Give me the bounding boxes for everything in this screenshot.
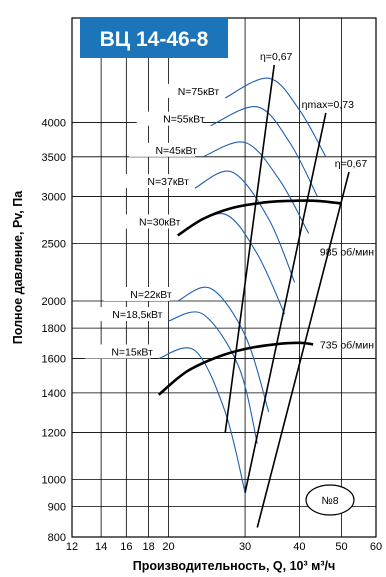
x-tick-label: 12 [66,541,78,553]
title-badge [80,18,228,58]
power-label: N=55кВт [163,114,205,126]
y-tick-label: 1800 [42,323,66,335]
plot-frame [71,17,377,538]
power-curve [202,141,310,234]
x-axis-title: Производительность, Q, 10³ м³/ч [133,559,336,573]
power-label: N=75кВт [178,86,220,98]
y-tick-label: 4000 [42,117,66,129]
x-tick-label: 18 [142,541,154,553]
y-tick-label: 2000 [42,296,66,308]
y-tick-label: 3000 [42,192,66,204]
power-label: N=30кВт [139,216,181,228]
y-tick-label: 3500 [42,152,66,164]
power-curve [158,347,246,493]
speed-label: 985 об/мин [320,247,374,259]
y-tick-label: 1000 [42,475,66,487]
y-tick-label: 1600 [42,353,66,365]
power-label-bg [112,214,179,229]
power-label-bg [151,83,218,98]
power-curve [168,311,258,444]
y-tick-label: 2500 [42,239,66,251]
efficiency-line [224,64,275,433]
y-tick-label: 1400 [42,388,66,400]
speed-label: 735 об/мин [320,339,374,351]
speed-curve [176,199,342,237]
speed-curve [157,341,314,396]
efficiency-label: ηmax=0,73 [302,99,354,111]
power-label-bg [94,307,161,322]
model-badge-label: №8 [321,495,338,507]
power-label: N=45кВт [155,145,197,157]
power-curve [177,286,270,413]
efficiency-label: η=0,67 [335,158,368,170]
x-tick-label: 30 [239,541,251,553]
power-curve [194,170,296,283]
efficiency-line [244,112,327,493]
power-label: N=37кВт [147,176,189,188]
efficiency-line [256,171,350,528]
power-label-bg [120,174,187,189]
power-label-bg [136,111,203,126]
y-tick-label: 900 [48,502,66,514]
efficiency-label: η=0,67 [260,51,293,63]
model-badge [305,484,355,516]
power-label-bg [128,142,195,157]
x-tick-label: 14 [95,541,107,553]
x-tick-label: 50 [335,541,347,553]
y-tick-label: 800 [48,532,66,544]
chart-title: ВЦ 14-46-8 [100,28,209,51]
power-curve [210,106,318,197]
power-label: N=15кВт [111,346,153,358]
x-tick-label: 20 [162,541,174,553]
power-label-bg [103,286,170,301]
x-tick-label: 60 [370,541,382,553]
power-curve [224,77,327,158]
x-tick-label: 40 [293,541,305,553]
power-label: N=18,5кВт [112,309,162,321]
y-axis-title: Полное давление, Pv, Па [11,190,25,344]
power-label: N=22кВт [130,289,172,301]
y-tick-label: 1200 [42,428,66,440]
power-label-bg [84,344,151,359]
x-tick-label: 16 [120,541,132,553]
